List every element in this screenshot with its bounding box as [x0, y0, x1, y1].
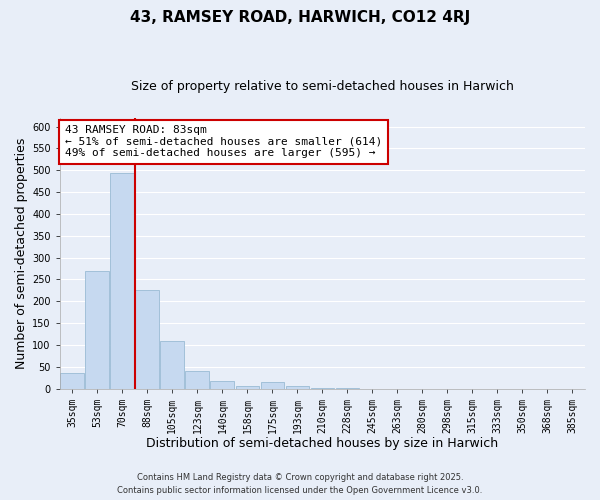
Bar [286, 386, 309, 388]
Bar [85, 270, 109, 388]
Bar [260, 382, 284, 388]
Bar [61, 374, 84, 388]
Title: Size of property relative to semi-detached houses in Harwich: Size of property relative to semi-detach… [131, 80, 514, 93]
Bar [160, 342, 184, 388]
Bar [185, 371, 209, 388]
Text: 43, RAMSEY ROAD, HARWICH, CO12 4RJ: 43, RAMSEY ROAD, HARWICH, CO12 4RJ [130, 10, 470, 25]
Bar [236, 386, 259, 388]
Y-axis label: Number of semi-detached properties: Number of semi-detached properties [15, 138, 28, 369]
Bar [136, 290, 159, 388]
Bar [211, 380, 234, 388]
Bar [110, 173, 134, 388]
Text: 43 RAMSEY ROAD: 83sqm
← 51% of semi-detached houses are smaller (614)
49% of sem: 43 RAMSEY ROAD: 83sqm ← 51% of semi-deta… [65, 125, 382, 158]
X-axis label: Distribution of semi-detached houses by size in Harwich: Distribution of semi-detached houses by … [146, 437, 499, 450]
Text: Contains HM Land Registry data © Crown copyright and database right 2025.
Contai: Contains HM Land Registry data © Crown c… [118, 474, 482, 495]
